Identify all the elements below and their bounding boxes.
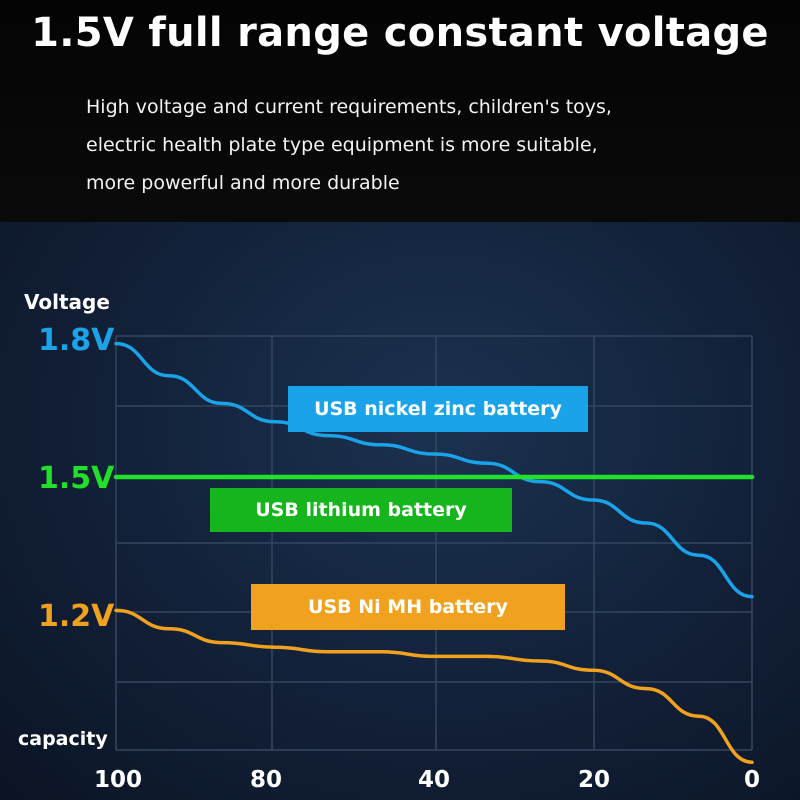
y-axis-label: Voltage [24,290,110,314]
description: High voltage and current requirements, c… [86,88,786,202]
description-line: electric health plate type equipment is … [86,134,598,156]
series-line [114,608,754,764]
series-line [114,341,754,599]
x-tick-label: 40 [418,767,450,793]
y-tick-label: 1.2V [38,599,115,634]
y-tick-label: 1.8V [38,323,115,358]
y-tick-label: 1.5V [38,461,115,496]
x-tick-label: 80 [250,767,282,793]
x-axis-label: capacity [18,728,108,750]
x-tick-label: 0 [744,767,760,793]
x-tick-label: 20 [578,767,610,793]
description-line: more powerful and more durable [86,172,400,194]
description-line: High voltage and current requirements, c… [86,96,612,118]
header-panel [0,0,800,222]
legend-nickel-zinc: USB nickel zinc battery [288,386,588,432]
x-tick-label: 100 [94,767,142,793]
legend-lithium: USB lithium battery [210,488,512,532]
legend-ni-mh: USB Ni MH battery [251,584,565,630]
page-title: 1.5V full range constant voltage [31,10,769,56]
